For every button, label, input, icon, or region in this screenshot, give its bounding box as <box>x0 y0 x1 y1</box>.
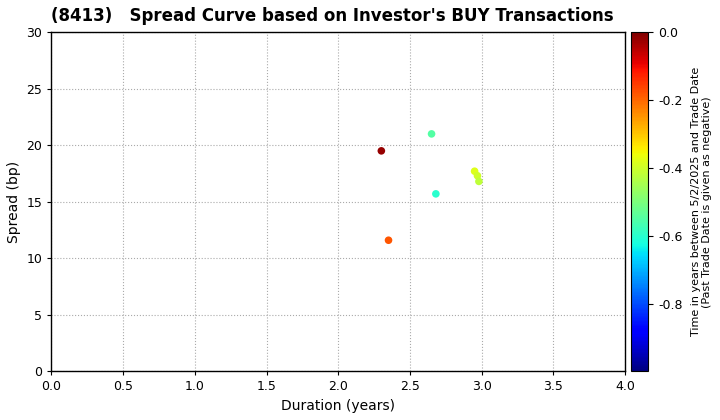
Point <box>376 147 387 154</box>
Y-axis label: Spread (bp): Spread (bp) <box>7 161 21 243</box>
Y-axis label: Time in years between 5/2/2025 and Trade Date
(Past Trade Date is given as negat: Time in years between 5/2/2025 and Trade… <box>690 67 712 336</box>
Point <box>473 178 485 185</box>
X-axis label: Duration (years): Duration (years) <box>282 399 395 413</box>
Point <box>469 168 480 175</box>
Point <box>472 172 483 179</box>
Text: (8413)   Spread Curve based on Investor's BUY Transactions: (8413) Spread Curve based on Investor's … <box>51 7 614 25</box>
Point <box>430 191 441 197</box>
Point <box>426 131 437 137</box>
Point <box>383 237 395 244</box>
